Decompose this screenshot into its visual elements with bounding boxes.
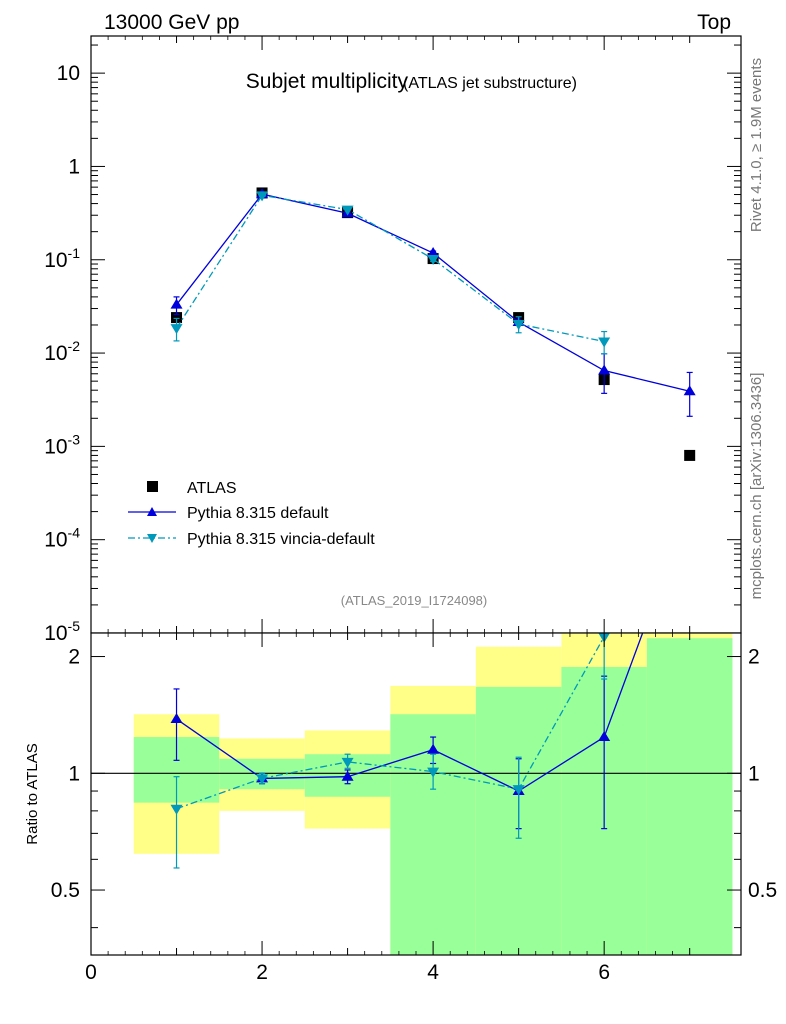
analysis-id-label: (ATLAS_2019_I1724098)	[341, 593, 487, 608]
legend-marker-atlas	[147, 481, 158, 492]
main-y-tick-label: 10	[57, 62, 80, 85]
main-y-tick-label: 10-3	[44, 431, 80, 458]
ratio-point-pythia-8-315-default	[170, 713, 183, 724]
ratio-point-pythia-8-315-default	[598, 731, 611, 742]
data-point-pythia-8-315-default	[598, 364, 611, 375]
main-y-tick-label: 10-2	[44, 338, 80, 365]
data-point-pythia-8-315-vincia-default	[256, 191, 269, 202]
ratio-y-ticks: 0.5 0.5 1 1 2 2	[51, 646, 777, 929]
ratio-series	[170, 633, 644, 869]
data-point-pythia-8-315-default	[170, 298, 183, 309]
mcplots-reference-label: mcplots.cern.ch [arXiv:1306.3436]	[748, 373, 765, 600]
legend-marker-pythia-default	[147, 507, 157, 516]
legend-label-atlas: ATLAS	[187, 480, 237, 497]
ratio-point-pythia-8-315-vincia-default	[341, 757, 354, 768]
ratio-y-tick-label: 2	[68, 646, 80, 669]
ratio-point-pythia-8-315-vincia-default	[512, 785, 525, 796]
rivet-version-label: Rivet 4.1.0, ≥ 1.9M events	[748, 58, 765, 232]
data-point-pythia-8-315-default	[427, 247, 440, 258]
ratio-point-pythia-8-315-vincia-default	[427, 767, 440, 778]
process-label: Top	[697, 11, 731, 34]
collision-label: 13000 GeV pp	[104, 11, 239, 34]
ratio-line-pythia-8-315-vincia-default	[176, 636, 605, 810]
ratio-y-tick-label-right: 0.5	[748, 879, 777, 902]
main-y-ticks: 10 1 10-1 10-2 10-3 10-4 10-5	[44, 44, 741, 645]
data-point-pythia-8-315-vincia-default	[598, 337, 611, 348]
main-y-tick-label: 1	[68, 155, 80, 178]
x-tick-label: 4	[427, 961, 439, 984]
main-y-tick-label: 10-1	[44, 245, 80, 272]
x-tick-label: 6	[598, 961, 610, 984]
data-point-pythia-8-315-vincia-default	[512, 319, 525, 330]
legend-marker-pythia-vincia	[147, 534, 157, 543]
series-line-pythia-8-315-vincia-default	[175, 194, 605, 343]
main-panel: 10 1 10-1 10-2 10-3 10-4 10-5 Subjet multiplic…	[44, 35, 742, 645]
main-series	[170, 187, 696, 461]
legend-label-pythia-vincia: Pythia 8.315 vincia-default	[187, 531, 375, 548]
data-point-pythia-8-315-vincia-default	[170, 324, 183, 335]
ratio-point-pythia-8-315-default	[341, 770, 354, 781]
ratio-band-green	[646, 638, 733, 955]
ratio-y-tick-label: 0.5	[51, 879, 80, 902]
data-point-pythia-8-315-vincia-default	[427, 254, 440, 265]
legend-label-pythia-default: Pythia 8.315 default	[187, 505, 329, 522]
ratio-series-group	[170, 633, 644, 869]
ratio-y-tick-label-right: 2	[748, 646, 760, 669]
chart-title: Subjet multiplicity	[246, 70, 409, 93]
data-point-pythia-8-315-default	[683, 385, 696, 396]
main-y-tick-label: 10-5	[44, 618, 80, 645]
x-axis: 0 2 4 6	[85, 36, 691, 984]
ratio-y-axis-label: Ratio to ATLAS	[24, 743, 41, 844]
ratio-y-tick-label-right: 1	[748, 762, 760, 785]
data-point-atlas	[684, 449, 696, 461]
chart-subtitle: (ATLAS jet substructure)	[403, 75, 577, 92]
main-y-tick-label: 10-4	[44, 525, 80, 552]
ratio-y-tick-label: 1	[68, 762, 80, 785]
ratio-point-pythia-8-315-default	[427, 743, 440, 754]
x-tick-label: 2	[256, 961, 268, 984]
x-tick-label: 0	[85, 961, 97, 984]
ratio-point-pythia-8-315-vincia-default	[256, 774, 269, 785]
ratio-panel: 0.5 0.5 1 1 2 2 Ratio to ATLAS	[24, 632, 777, 956]
main-series-group	[170, 187, 696, 461]
ratio-point-pythia-8-315-vincia-default	[170, 804, 183, 815]
legend: ATLAS Pythia 8.315 default Pythia 8.315 …	[128, 480, 375, 548]
data-point-atlas	[171, 312, 183, 324]
main-panel-background	[91, 36, 741, 633]
data-point-pythia-8-315-vincia-default	[341, 205, 354, 216]
